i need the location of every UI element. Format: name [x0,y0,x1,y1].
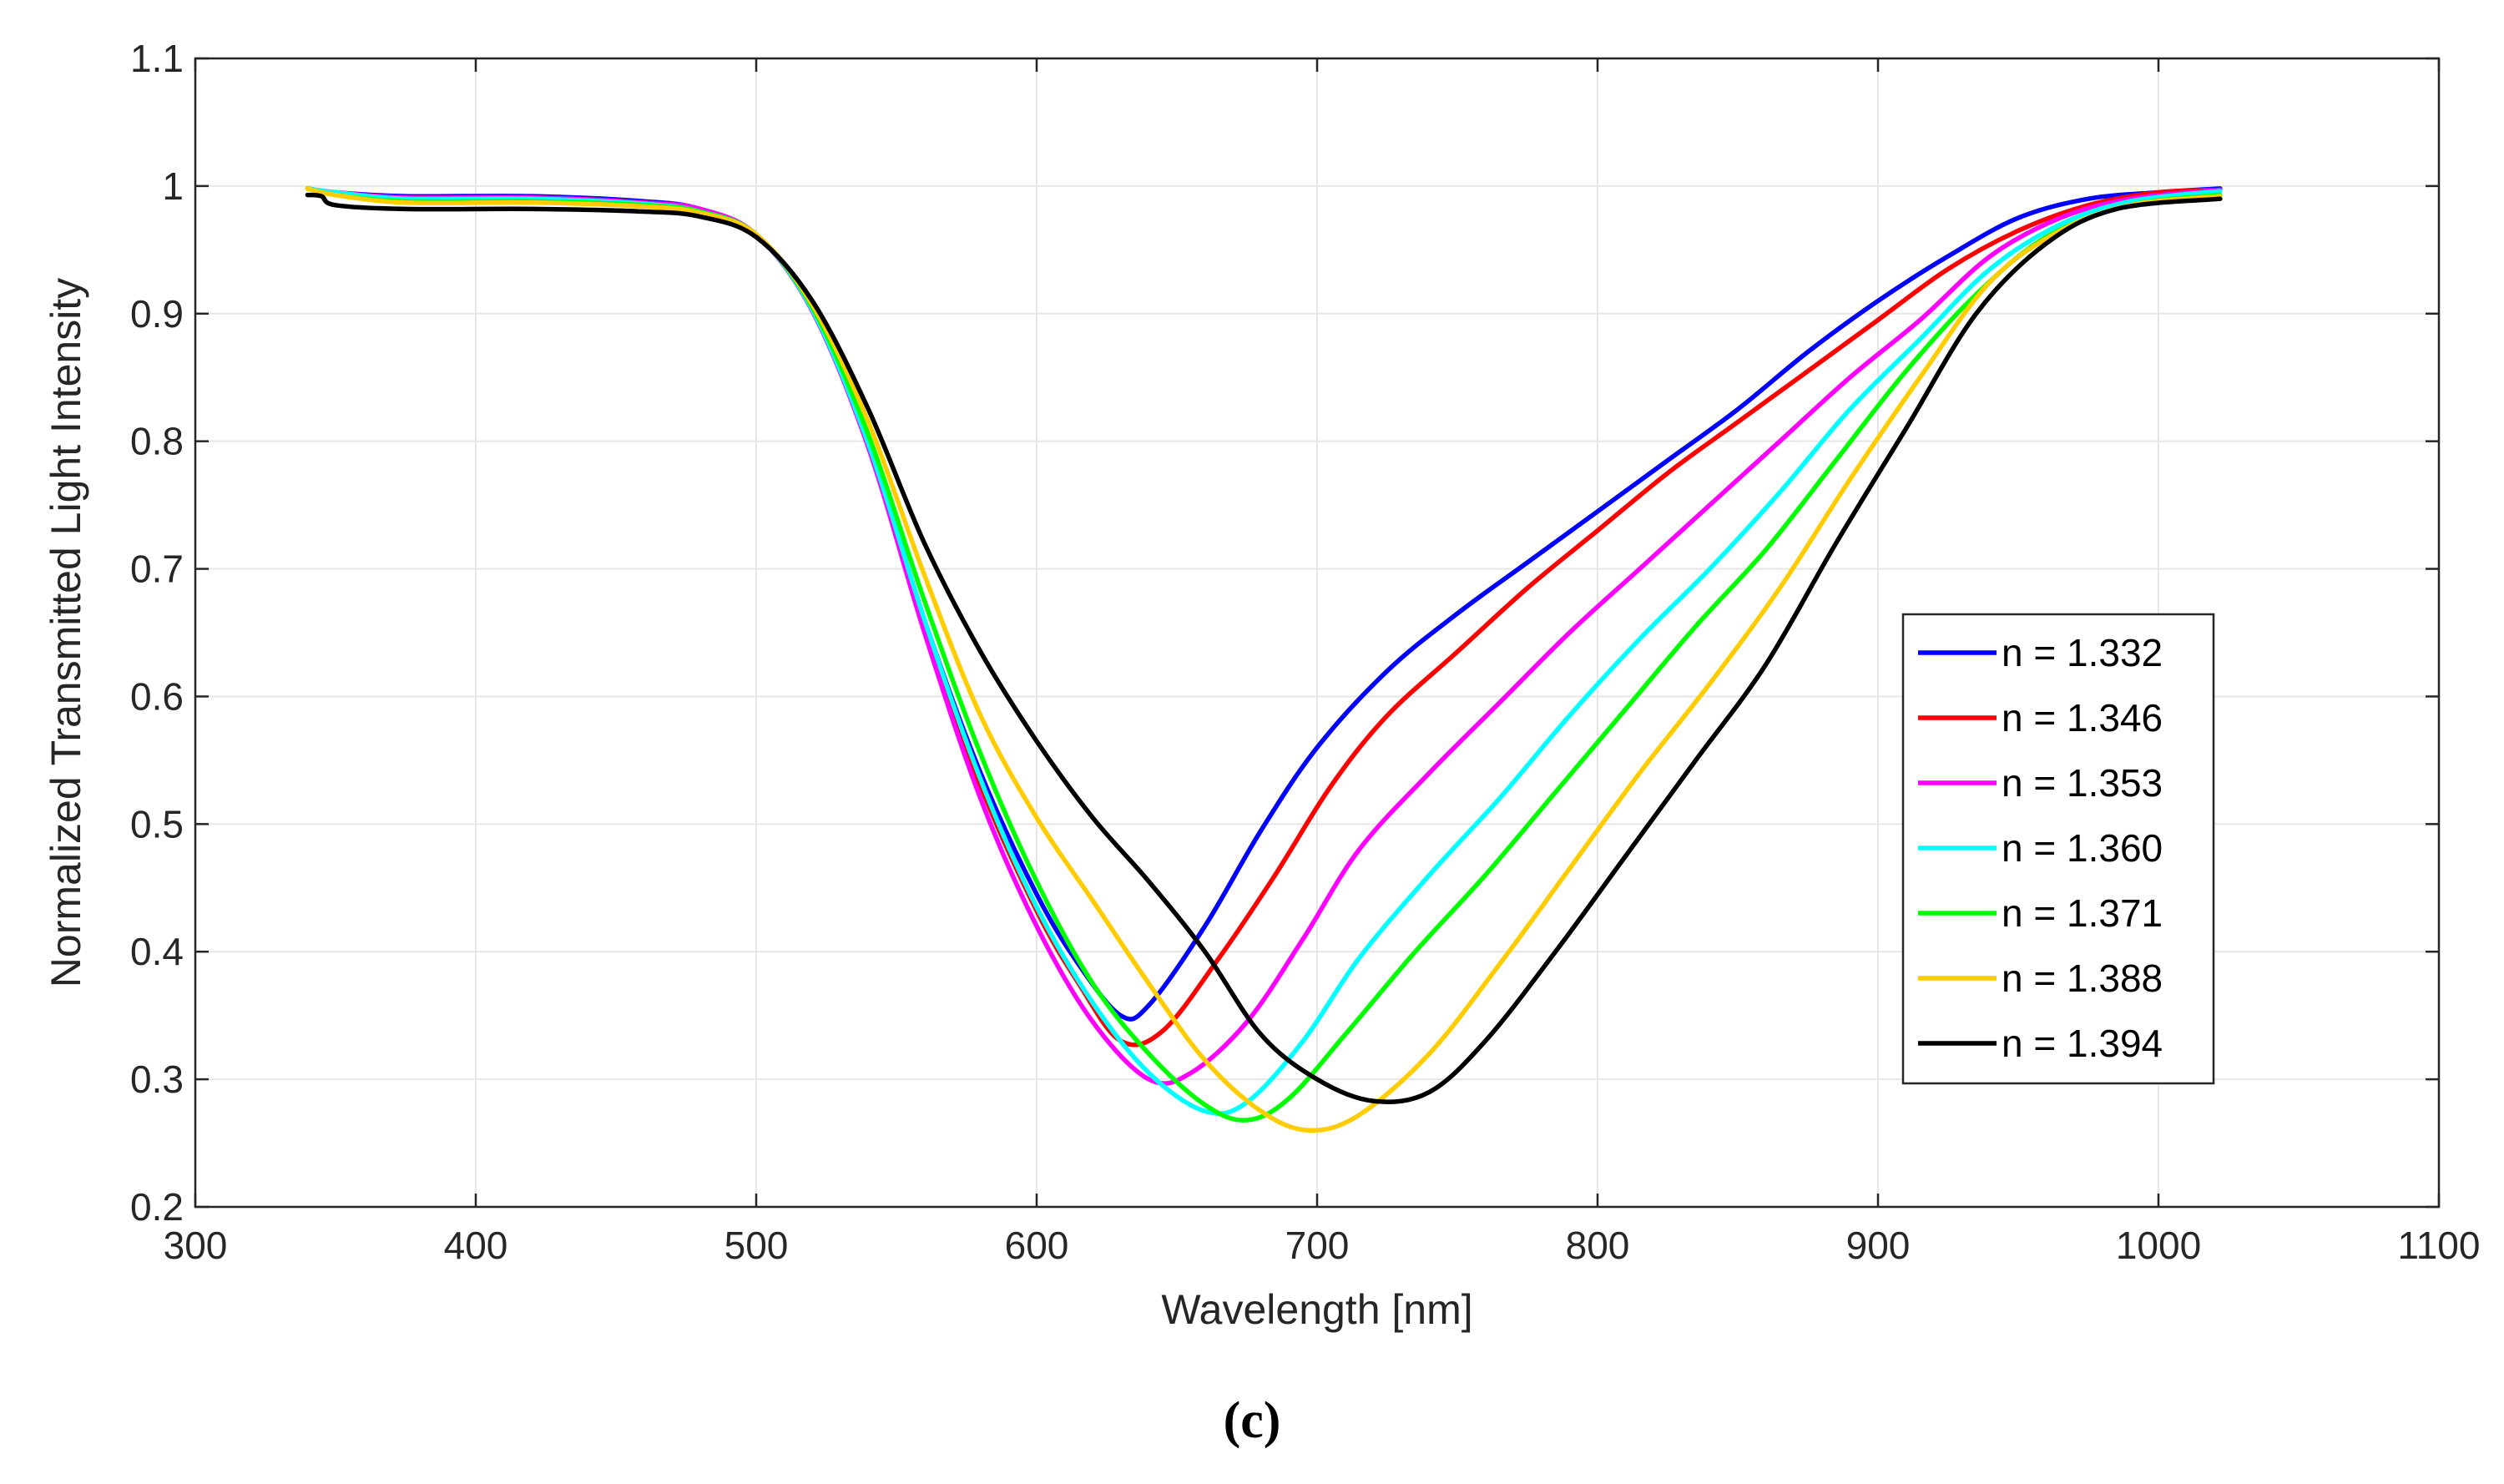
y-tick-label: 0.4 [130,930,184,973]
x-tick-label: 900 [1846,1224,1911,1267]
legend-label: n = 1.371 [2002,891,2163,935]
x-tick-label: 800 [1566,1224,1630,1267]
legend-label: n = 1.360 [2002,826,2163,870]
y-tick-label: 1 [162,164,184,208]
series-line-7 [305,192,2223,1104]
legend-label: n = 1.353 [2002,761,2163,805]
series-group [305,186,2223,1133]
legend-label: n = 1.388 [2002,957,2163,1000]
series-line-3 [305,186,2223,1086]
x-axis-label: Wavelength [nm] [1161,1286,1472,1333]
legend: n = 1.332 n = 1.346 n = 1.353 n = 1.360 n = … [1901,613,2215,1085]
y-tick-label: 0.6 [130,674,184,718]
legend-label: n = 1.332 [2002,631,2163,674]
x-tick-label: 300 [164,1224,228,1267]
y-tick-label: 0.2 [130,1185,184,1229]
x-tick-label: 700 [1285,1224,1350,1267]
x-tick-label: 600 [1005,1224,1069,1267]
x-tick-label: 1100 [2398,1224,2481,1267]
legend-label: n = 1.394 [2002,1022,2163,1065]
figure-caption: (c) [1224,1392,1281,1449]
y-tick-label: 1.1 [130,37,184,80]
tick-labels: 300 400 500 600 700 800 900 1000 1100 0.2 0.3 0.4 0.… [130,37,2480,1267]
y-tick-label: 0.9 [130,292,184,336]
series-line-6 [305,186,2223,1133]
x-tick-label: 1000 [2116,1224,2201,1267]
x-tick-label: 400 [444,1224,508,1267]
legend-label: n = 1.346 [2002,696,2163,739]
y-axis-label: Normalized Transmitted Light Intensity [43,278,89,987]
x-tick-label: 500 [724,1224,789,1267]
y-tick-label: 0.5 [130,802,184,845]
y-tick-label: 0.3 [130,1057,184,1101]
ticks [194,57,2441,1209]
y-tick-label: 0.7 [130,548,184,591]
y-tick-label: 0.8 [130,420,184,463]
